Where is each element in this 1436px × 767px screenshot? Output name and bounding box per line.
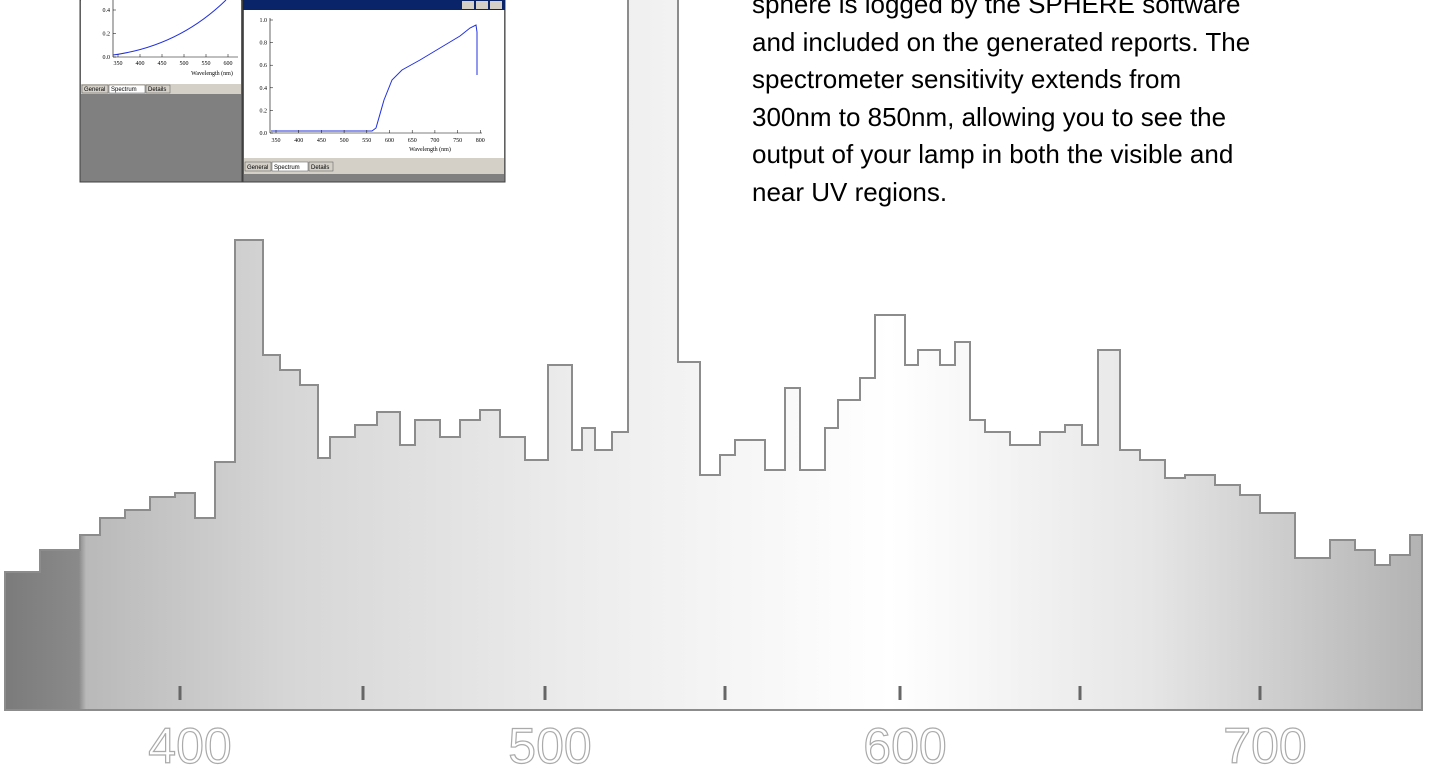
x-tick-label: 650	[408, 138, 417, 144]
x-tick-label: 600	[385, 138, 394, 144]
page: { "paragraph": { "lines": [ "sphere is l…	[0, 0, 1436, 767]
text-line: output of your lamp in both the visible …	[752, 136, 1432, 174]
x-tick-label: 400	[136, 61, 145, 67]
axis-label: 700	[1223, 718, 1306, 767]
x-axis-title: Wavelength (nm)	[191, 70, 233, 77]
x-tick-label: 350	[114, 61, 123, 67]
window-button[interactable]	[490, 1, 502, 9]
y-tick-label: 0.6	[260, 63, 268, 69]
tab-label: Spectrum	[274, 165, 300, 171]
window-button[interactable]	[462, 1, 474, 9]
tab-label: Details	[148, 87, 166, 93]
x-tick-label: 500	[180, 61, 189, 67]
y-tick-label: 0.4	[260, 86, 268, 92]
x-axis-title: Wavelength (nm)	[409, 146, 451, 153]
y-tick-label: 0.4	[103, 8, 111, 14]
spectrum-axis-labels: 400 500 600 700	[148, 718, 1306, 767]
tab-label: General	[84, 87, 105, 93]
y-tick-label: 0.2	[103, 32, 111, 38]
window-button[interactable]	[476, 1, 488, 9]
tab-label: Spectrum	[111, 87, 137, 93]
x-tick-label: 700	[430, 138, 439, 144]
x-tick-label: 450	[158, 61, 167, 67]
y-tick-label: 0.0	[103, 55, 111, 61]
text-line: and included on the generated reports. T…	[752, 24, 1432, 62]
x-tick-label: 550	[202, 61, 211, 67]
y-tick-label: 0.0	[260, 131, 268, 137]
y-tick-label: 0.2	[260, 108, 268, 114]
x-tick-label: 600	[224, 61, 233, 67]
tab-label: General	[247, 165, 268, 171]
text-line: 300nm to 850nm, allowing you to see the	[752, 99, 1432, 137]
x-tick-label: 750	[453, 138, 462, 144]
axis-label: 400	[148, 718, 231, 767]
x-tick-label: 350	[272, 138, 281, 144]
x-tick-label: 400	[294, 138, 303, 144]
x-tick-label: 500	[340, 138, 349, 144]
text-line: near UV regions.	[752, 174, 1432, 212]
tab-label: Details	[311, 165, 329, 171]
text-line: spectrometer sensitivity extends from	[752, 61, 1432, 99]
axis-label: 600	[863, 718, 946, 767]
y-tick-label: 1.0	[260, 18, 268, 24]
window-right: 0.0 0.2 0.4 0.6 0.8 1.0 350 400 450 500 550 600 650 7…	[243, 0, 505, 182]
text-line: sphere is logged by the SPHERE software	[752, 0, 1432, 24]
x-tick-label: 800	[476, 138, 485, 144]
window-left: 0.0 0.2 0.4 350 400 450 500 550 600 Wavelength (n…	[80, 0, 242, 182]
axis-label: 500	[508, 718, 591, 767]
y-tick-label: 0.8	[260, 41, 268, 47]
x-tick-label: 550	[362, 138, 371, 144]
x-tick-label: 450	[317, 138, 326, 144]
